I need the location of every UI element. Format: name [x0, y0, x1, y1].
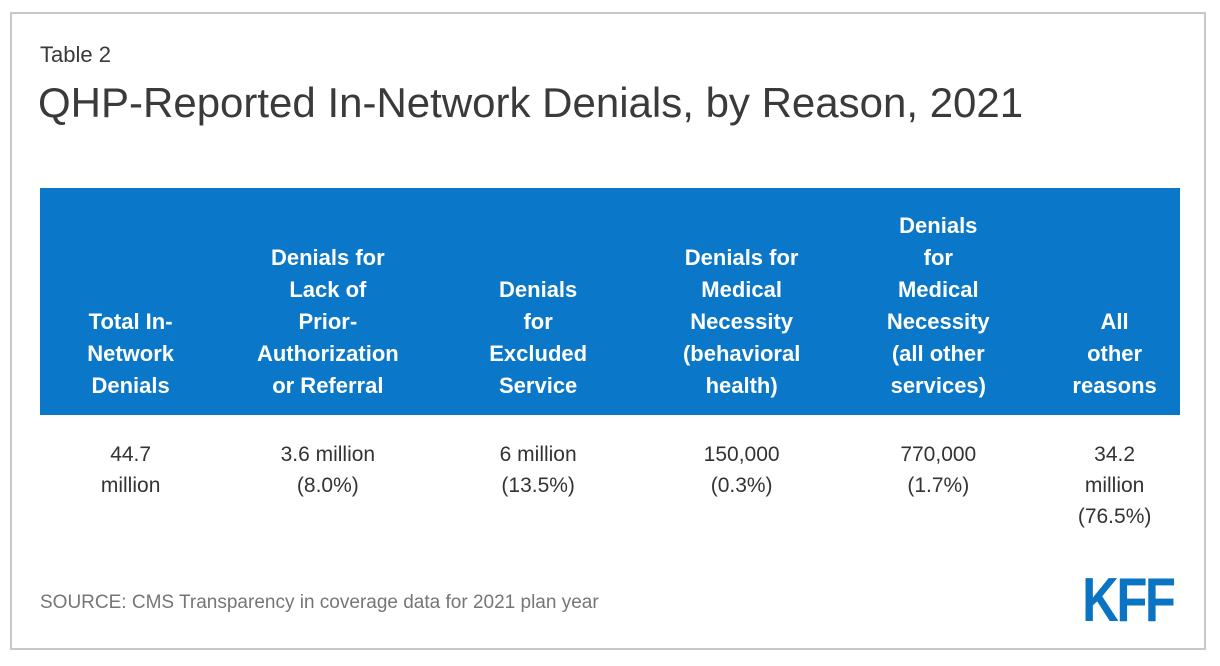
header-row: Total In- Network Denials Denials for La… [40, 188, 1180, 415]
table-label: Table 2 [40, 42, 111, 67]
figure-card: Table 2 QHP-Reported In-Network Denials,… [10, 12, 1206, 650]
data-cell-medical-necessity-behavioral: 150,000 (0.3%) [703, 443, 780, 497]
kff-logo: KFF [1082, 566, 1177, 635]
header-cell-all-other-reasons: All other reasons [1035, 188, 1180, 415]
denials-table: Total In- Network Denials Denials for La… [40, 188, 1180, 532]
data-cell-excluded-service: 6 million (13.5%) [499, 443, 577, 497]
figure-title: QHP-Reported In-Network Denials, by Reas… [38, 79, 1024, 126]
header-cell-excluded-service: Denials for Excluded Service [434, 188, 642, 415]
header-cell-medical-necessity-other: Denials for Medical Necessity (all other… [841, 188, 1036, 415]
header-cell-total-in-network-denials: Total In- Network Denials [40, 188, 222, 415]
data-cell-all-other-reasons: 34.2 million (76.5%) [1077, 443, 1152, 528]
data-cell-total-in-network-denials: 44.7 million [100, 443, 161, 497]
header-cell-lack-of-prior-authorization: Denials for Lack of Prior- Authorization… [221, 188, 435, 415]
data-row: 44.7 million 3.6 million (8.0%) 6 millio… [40, 415, 1180, 532]
data-cell-lack-of-prior-authorization: 3.6 million (8.0%) [280, 443, 376, 497]
source-note: SOURCE: CMS Transparency in coverage dat… [40, 592, 599, 613]
header-cell-medical-necessity-behavioral: Denials for Medical Necessity (behaviora… [641, 188, 842, 415]
data-cell-medical-necessity-other: 770,000 (1.7%) [900, 443, 977, 497]
